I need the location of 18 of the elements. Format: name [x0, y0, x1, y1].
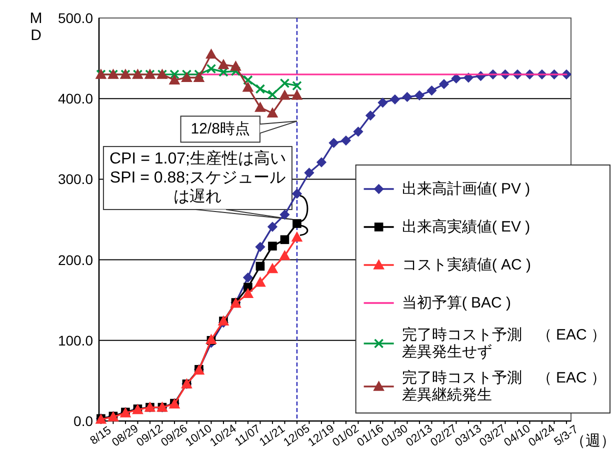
legend-label: 完了時コスト予測 （ EAC ）差異継続発生: [402, 370, 606, 404]
x-axis-title: （週）: [570, 432, 614, 450]
annotation: 12/8時点: [180, 116, 298, 143]
legend-label: コスト実績値( AC ): [402, 256, 531, 274]
y-tick-label: 100.0: [58, 332, 94, 348]
y-tick-label: 200.0: [58, 252, 94, 268]
annotation: 12/8時点: [190, 120, 250, 138]
legend-label: 出来高計画値( PV ): [402, 180, 530, 198]
y-axis-title: MD: [30, 10, 42, 44]
annotation: CPI = 1.07;生産性は高い SPI = 0.88;スケジュールは遅れ: [109, 150, 286, 206]
y-tick-label: 400.0: [58, 90, 94, 107]
y-tick-label: 500.0: [58, 10, 94, 26]
legend-label: 当初予算( BAC ): [402, 294, 511, 312]
legend-label: 出来高実績値( EV ): [402, 218, 530, 236]
annotation: CPI = 1.07;生産性は高い SPI = 0.88;スケジュールは遅れ: [102, 146, 294, 220]
legend-label: 完了時コスト予測 （ EAC ）差異発生せず: [402, 326, 606, 360]
y-tick-label: 0.0: [74, 413, 94, 429]
y-tick-label: 300.0: [58, 171, 94, 188]
